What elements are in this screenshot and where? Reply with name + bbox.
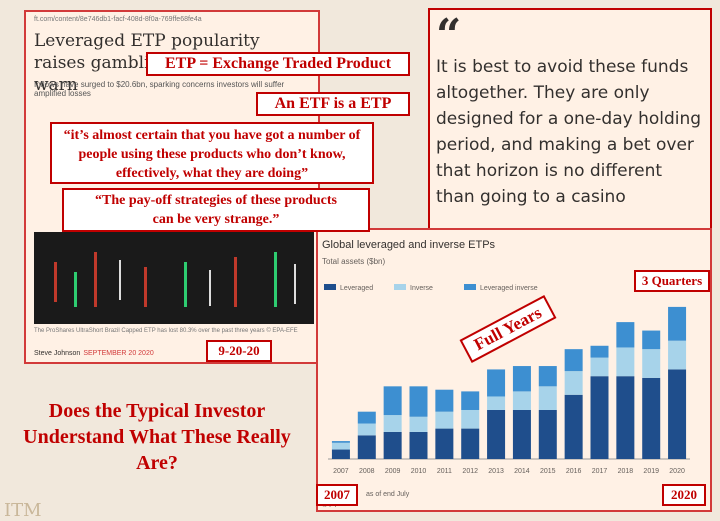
callout: 2020 xyxy=(662,484,706,506)
bar-segment xyxy=(435,428,454,459)
bar-segment xyxy=(590,376,609,459)
callout: An ETF is a ETP xyxy=(256,92,410,116)
bar-segment xyxy=(435,389,454,412)
bar-segment xyxy=(357,411,376,424)
x-tick-label: 2013 xyxy=(488,468,504,475)
bar-segment xyxy=(331,442,350,450)
bar-segment xyxy=(668,340,687,370)
x-tick-label: 2020 xyxy=(669,468,685,475)
bar-segment xyxy=(512,409,531,459)
bar-segment xyxy=(383,386,402,416)
photo-caption: The ProShares UltraShort Brazil Capped E… xyxy=(34,328,298,334)
bar-segment xyxy=(461,409,480,429)
x-tick-label: 2008 xyxy=(359,468,375,475)
x-tick-label: 2012 xyxy=(462,468,478,475)
quote-mark: “ xyxy=(436,10,462,61)
chart-title: Global leveraged and inverse ETPs xyxy=(322,239,496,251)
x-tick-label: 2014 xyxy=(514,468,530,475)
x-tick-label: 2009 xyxy=(385,468,401,475)
byline: Steve Johnson SEPTEMBER 20 2020 xyxy=(34,350,154,357)
x-tick-label: 2017 xyxy=(592,468,608,475)
bar-segment xyxy=(538,409,557,459)
footnote: as of end July xyxy=(366,491,410,498)
chart-subtitle: Total assets ($bn) xyxy=(322,257,385,266)
callout: ETP = Exchange Traded Product xyxy=(146,52,410,76)
x-tick-label: 2016 xyxy=(566,468,582,475)
x-tick-label: 2018 xyxy=(618,468,634,475)
chart-box: Global leveraged and inverse ETPs Total a… xyxy=(316,228,712,512)
x-tick-label: 2015 xyxy=(540,468,556,475)
bar-segment xyxy=(642,377,661,459)
bar-segment xyxy=(383,415,402,432)
x-tick-label: 2011 xyxy=(437,468,452,475)
bar-segment xyxy=(616,322,635,348)
callout: “The pay-off strategies of these product… xyxy=(62,188,370,232)
bar-segment xyxy=(538,366,557,387)
bar-segment xyxy=(590,357,609,377)
bar-segment xyxy=(383,431,402,459)
bar-segment xyxy=(642,349,661,378)
bar-segment xyxy=(435,411,454,429)
quote-box: “ It is best to avoid these funds altoge… xyxy=(428,8,712,240)
bar-segment xyxy=(357,423,376,436)
callout: 2007 xyxy=(316,484,358,506)
bar-segment xyxy=(616,376,635,459)
bar-segment xyxy=(409,416,428,432)
url: ft.com/content/8e746db1-facf-408d-8f0a-7… xyxy=(34,16,202,23)
bar-segment xyxy=(590,345,609,358)
legend-label: Leveraged xyxy=(340,285,373,292)
bar-segment xyxy=(331,449,350,459)
x-tick-label: 2010 xyxy=(411,468,427,475)
bar-segment xyxy=(357,435,376,459)
callout: 3 Quarters xyxy=(634,270,710,292)
quote-text: It is best to avoid these funds altogeth… xyxy=(436,57,702,207)
bar-segment xyxy=(409,386,428,417)
bar-segment xyxy=(564,349,583,372)
bar-segment xyxy=(409,431,428,459)
photo xyxy=(34,232,314,324)
standfirst: Inflows have surged to $20.6bn, sparking… xyxy=(34,80,285,98)
author: Steve Johnson xyxy=(34,350,81,357)
bar-segment xyxy=(512,366,531,392)
bar-segment xyxy=(487,369,506,397)
x-tick-label: 2019 xyxy=(643,468,659,475)
question: Does the Typical Investor Understand Wha… xyxy=(23,400,291,474)
bar-segment xyxy=(487,409,506,459)
bar-segment xyxy=(487,396,506,410)
bar-segment xyxy=(564,371,583,395)
bar-segment xyxy=(564,394,583,459)
date: SEPTEMBER 20 2020 xyxy=(83,350,154,357)
bar-segment xyxy=(616,347,635,377)
legend-swatch xyxy=(394,284,406,290)
photo-art xyxy=(34,232,314,324)
logo: ITM xyxy=(4,500,42,521)
legend-label: Leveraged inverse xyxy=(480,285,538,292)
legend-label: Inverse xyxy=(410,285,433,292)
bar-segment xyxy=(668,306,687,341)
chart: Global leveraged and inverse ETPs Total a… xyxy=(322,239,690,509)
bar-segment xyxy=(642,330,661,350)
bar-segment xyxy=(668,369,687,459)
callout: “it’s almost certain that you have got a… xyxy=(50,122,374,184)
bar-segment xyxy=(331,441,350,443)
x-tick-label: 2007 xyxy=(333,468,349,475)
bar-segment xyxy=(461,428,480,459)
legend-swatch xyxy=(324,284,336,290)
bar-segment xyxy=(512,391,531,410)
bar-segment xyxy=(461,391,480,410)
bar-segment xyxy=(538,386,557,410)
callout: 9-20-20 xyxy=(206,340,272,362)
legend-swatch xyxy=(464,284,476,290)
